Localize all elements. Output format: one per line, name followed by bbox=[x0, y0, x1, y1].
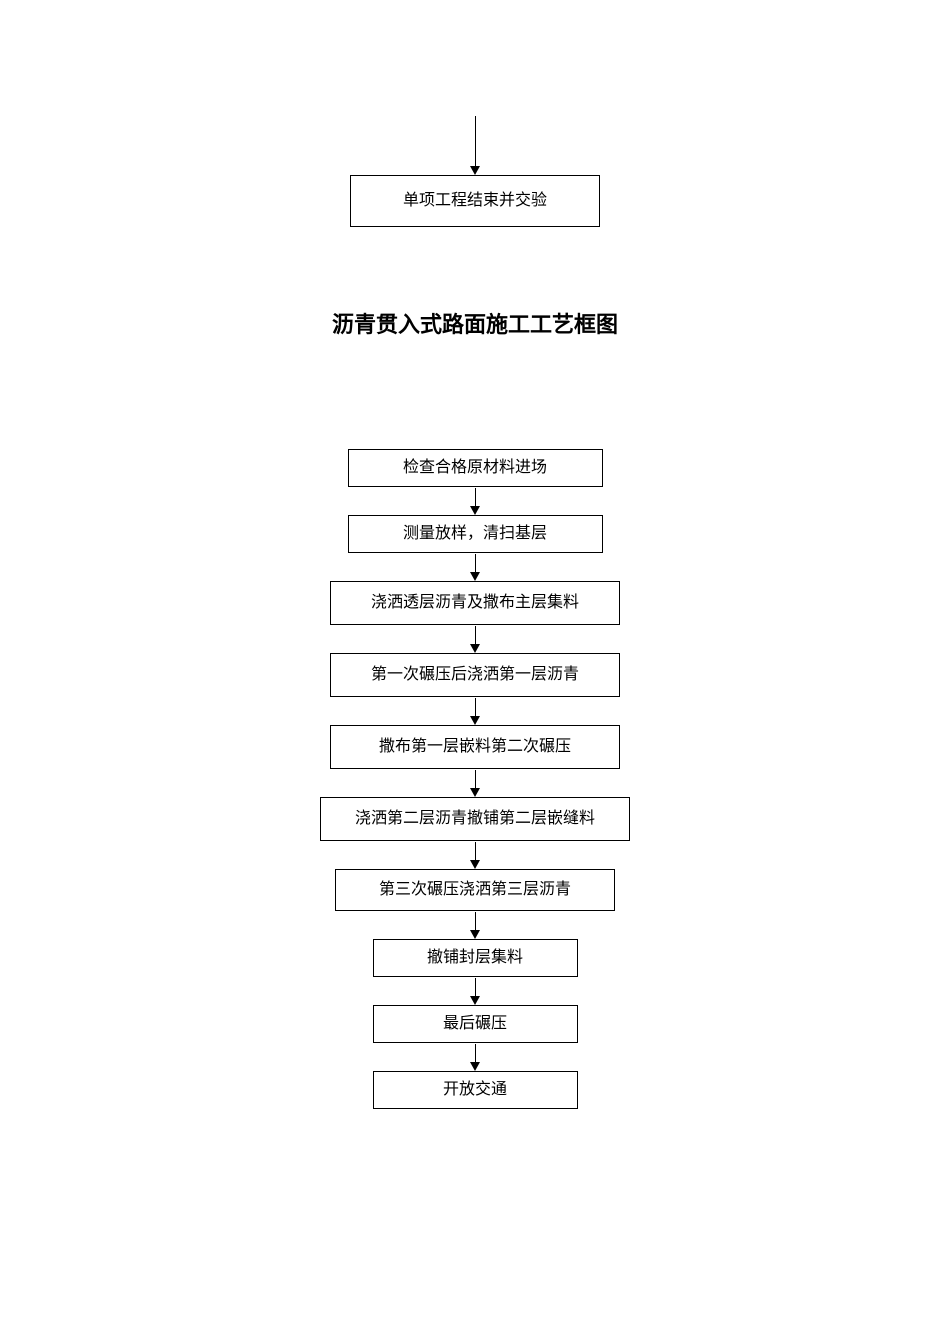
flow-node-4: 撒布第一层嵌料第二次碾压 bbox=[330, 725, 620, 769]
arrow-5 bbox=[470, 841, 480, 869]
arrow-6 bbox=[470, 911, 480, 939]
arrow-1 bbox=[470, 553, 480, 581]
flow-node-6: 第三次碾压浇洒第三层沥青 bbox=[335, 869, 615, 911]
top-section: 单项工程结束并交验 bbox=[350, 0, 600, 227]
arrow-8 bbox=[470, 1043, 480, 1071]
flow-node-0: 检查合格原材料进场 bbox=[348, 449, 603, 487]
arrow-0 bbox=[470, 487, 480, 515]
page-title: 沥青贯入式路面施工工艺框图 bbox=[332, 307, 618, 339]
flow-node-1: 测量放样，清扫基层 bbox=[348, 515, 603, 553]
flow-node-9: 开放交通 bbox=[373, 1071, 578, 1109]
main-flow: 检查合格原材料进场测量放样，清扫基层浇洒透层沥青及撒布主层集料第一次碾压后浇洒第… bbox=[320, 449, 630, 1109]
arrow-2 bbox=[470, 625, 480, 653]
arrow-3 bbox=[470, 697, 480, 725]
flow-node-8: 最后碾压 bbox=[373, 1005, 578, 1043]
top-arrow bbox=[350, 115, 600, 175]
flow-node-3: 第一次碾压后浇洒第一层沥青 bbox=[330, 653, 620, 697]
flowchart-container: 单项工程结束并交验 沥青贯入式路面施工工艺框图 检查合格原材料进场测量放样，清扫… bbox=[0, 0, 950, 1109]
arrow-7 bbox=[470, 977, 480, 1005]
flow-node-7: 撤铺封层集料 bbox=[373, 939, 578, 977]
top-node: 单项工程结束并交验 bbox=[350, 175, 600, 227]
flow-node-2: 浇洒透层沥青及撒布主层集料 bbox=[330, 581, 620, 625]
flow-node-5: 浇洒第二层沥青撤铺第二层嵌缝料 bbox=[320, 797, 630, 841]
arrow-4 bbox=[470, 769, 480, 797]
